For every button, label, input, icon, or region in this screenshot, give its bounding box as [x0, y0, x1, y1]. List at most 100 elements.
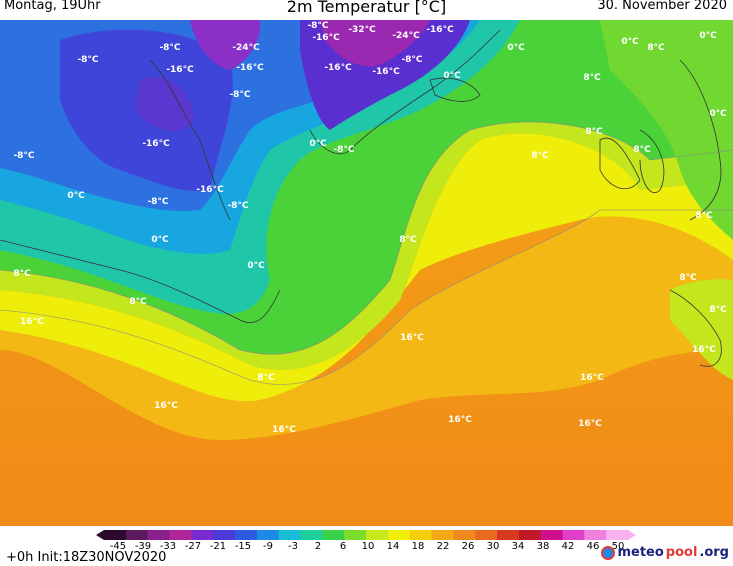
- temperature-label: 8°C: [13, 269, 31, 279]
- temperature-label: 8°C: [531, 151, 549, 161]
- legend-color-swatch: [125, 530, 149, 540]
- legend-tick-label: -3: [288, 541, 298, 552]
- legend-color-swatch: [562, 530, 585, 540]
- legend-color-swatch: [540, 530, 563, 540]
- legend-tick-label: 26: [462, 541, 475, 552]
- legend-tick-label: -15: [235, 541, 251, 552]
- coastlines: [0, 29, 722, 367]
- forecast-time: Montag, 19Uhr: [4, 0, 101, 13]
- temperature-label: -8°C: [227, 201, 248, 211]
- map-footer: -45 -39 -33 -27 -21 -15 -9 -3 2 6 10 14 18 22 26 30 34 38…: [0, 526, 733, 566]
- legend-tick-label: -21: [210, 541, 226, 552]
- temperature-label: -8°C: [77, 55, 98, 65]
- legend-tick-label: -27: [185, 541, 201, 552]
- meteopool-logo[interactable]: meteo pool .org: [601, 545, 729, 560]
- zone-yellow: [0, 133, 733, 402]
- temperature-label: 8°C: [583, 73, 601, 83]
- legend-color-swatch: [453, 530, 476, 540]
- temperature-label: 8°C: [709, 305, 727, 315]
- legend-color-swatch: [366, 530, 389, 540]
- temperature-label: 16°C: [580, 373, 604, 383]
- legend-color-swatch: [497, 530, 520, 540]
- legend-color-swatch: [213, 530, 236, 540]
- temperature-label: 16°C: [448, 415, 472, 425]
- map-header: Montag, 19Uhr 2m Temperatur [°C] 30. Nov…: [0, 0, 733, 20]
- legend-tick-label: 46: [587, 541, 600, 552]
- baffin-cold: [190, 20, 261, 70]
- legend-tick-label: 10: [362, 541, 375, 552]
- temperature-label: -16°C: [324, 63, 352, 73]
- temperature-label: -16°C: [372, 67, 400, 77]
- legend-tick-label: 34: [512, 541, 525, 552]
- legend-tick-label: 2: [315, 541, 321, 552]
- temperature-label: -8°C: [333, 145, 354, 155]
- temperature-label: 8°C: [257, 373, 275, 383]
- temperature-labels: -8°C -8°C -24°C -16°C -16°C -8°C -8°C -16°C -32°…: [13, 21, 727, 435]
- legend-tick-label: 6: [340, 541, 346, 552]
- temperature-label: 16°C: [400, 333, 424, 343]
- temperature-label: -8°C: [147, 197, 168, 207]
- temperature-label: -16°C: [426, 25, 454, 35]
- temperature-map[interactable]: -8°C -8°C -24°C -16°C -16°C -8°C -8°C -16°C -32°…: [0, 20, 733, 526]
- temperature-label: -32°C: [348, 25, 376, 35]
- legend-color-swatch: [518, 530, 542, 540]
- legend-color-swatch: [387, 530, 411, 540]
- legend-color-swatch: [431, 530, 454, 540]
- temperature-label: -8°C: [307, 21, 328, 31]
- temperature-label: -8°C: [229, 90, 250, 100]
- greenland-coldest: [320, 20, 430, 67]
- legend-color-swatch: [322, 530, 345, 540]
- temperature-label: 0°C: [443, 71, 461, 81]
- temperature-label: -16°C: [166, 65, 194, 75]
- temperature-label: 16°C: [154, 401, 178, 411]
- legend-color-swatch: [409, 530, 432, 540]
- temperature-label: 0°C: [621, 37, 639, 47]
- legend-tick-label: 22: [437, 541, 450, 552]
- legend-tick-label: -33: [160, 541, 176, 552]
- temperature-label: -16°C: [236, 63, 264, 73]
- legend-tick-label: 30: [487, 541, 500, 552]
- legend-tick-label: 50: [612, 541, 625, 552]
- temperature-label: 0°C: [699, 31, 717, 41]
- map-title: 2m Temperatur [°C]: [286, 0, 447, 16]
- temperature-label: 0°C: [247, 261, 265, 271]
- legend-color-swatch: [344, 530, 367, 540]
- iberia-warm: [670, 279, 733, 380]
- isotherms: [0, 121, 733, 385]
- legend-color-swatch: [147, 530, 170, 540]
- europe-land: [600, 20, 733, 240]
- temperature-label: -16°C: [312, 33, 340, 43]
- temperature-label: 0°C: [507, 43, 525, 53]
- legend-ticks: -45 -39 -33 -27 -21 -15 -9 -3 2 6 10 14 18 22 26 30 34 38…: [110, 541, 625, 552]
- legend-color-swatch: [584, 530, 607, 540]
- temperature-label: 16°C: [578, 419, 602, 429]
- legend-tick-label: 38: [537, 541, 550, 552]
- legend-color-swatch: [191, 530, 214, 540]
- legend-arrow-end: [96, 530, 104, 540]
- color-scale-legend: [96, 530, 636, 540]
- legend-color-swatch: [104, 530, 127, 540]
- logo-text-meteo: meteo: [617, 545, 664, 560]
- legend-tick-label: 42: [562, 541, 575, 552]
- temperature-label: 16°C: [20, 317, 44, 327]
- temperature-label: 0°C: [67, 191, 85, 201]
- temperature-label: 8°C: [129, 297, 147, 307]
- temperature-label: -24°C: [232, 43, 260, 53]
- temperature-label: -8°C: [13, 151, 34, 161]
- logo-text-pool: pool: [665, 545, 698, 560]
- meteopool-logo-icon: [601, 545, 616, 560]
- legend-color-swatch: [475, 530, 498, 540]
- temperature-label: 8°C: [399, 235, 417, 245]
- temperature-label: 8°C: [647, 43, 665, 53]
- temperature-label: 16°C: [692, 345, 716, 355]
- temperature-label: -8°C: [159, 43, 180, 53]
- forecast-date: 30. November 2020: [597, 0, 727, 13]
- legend-arrow-end: [628, 530, 636, 540]
- legend-color-swatch: [300, 530, 323, 540]
- hudson-cold: [135, 77, 195, 131]
- init-time: +0h Init:18Z30NOV2020: [6, 550, 167, 565]
- temperature-label: 0°C: [151, 235, 169, 245]
- temperature-label: 8°C: [695, 211, 713, 221]
- legend-tick-label: 18: [412, 541, 425, 552]
- legend-tick-label: -39: [135, 541, 151, 552]
